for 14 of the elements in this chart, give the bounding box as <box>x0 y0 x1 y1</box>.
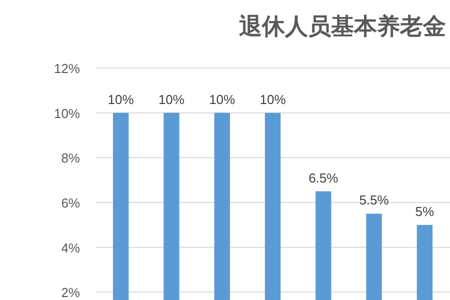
y-tick-label: 4% <box>61 240 80 256</box>
y-tick-label: 6% <box>61 195 80 210</box>
data-label: 5.5% <box>359 192 390 208</box>
data-label: 10% <box>108 92 134 107</box>
chart-title: 退休人员基本养老金 <box>238 13 446 39</box>
data-label: 5% <box>415 204 435 219</box>
data-label: 6.5% <box>308 170 339 186</box>
y-tick-label: 12% <box>54 61 80 76</box>
data-label: 10% <box>209 92 236 107</box>
data-label: 10% <box>260 92 286 107</box>
y-tick-label: 10% <box>54 106 80 121</box>
y-tick-label: 8% <box>61 150 80 166</box>
data-label: 10% <box>158 92 185 107</box>
y-tick-label: 2% <box>61 285 80 300</box>
